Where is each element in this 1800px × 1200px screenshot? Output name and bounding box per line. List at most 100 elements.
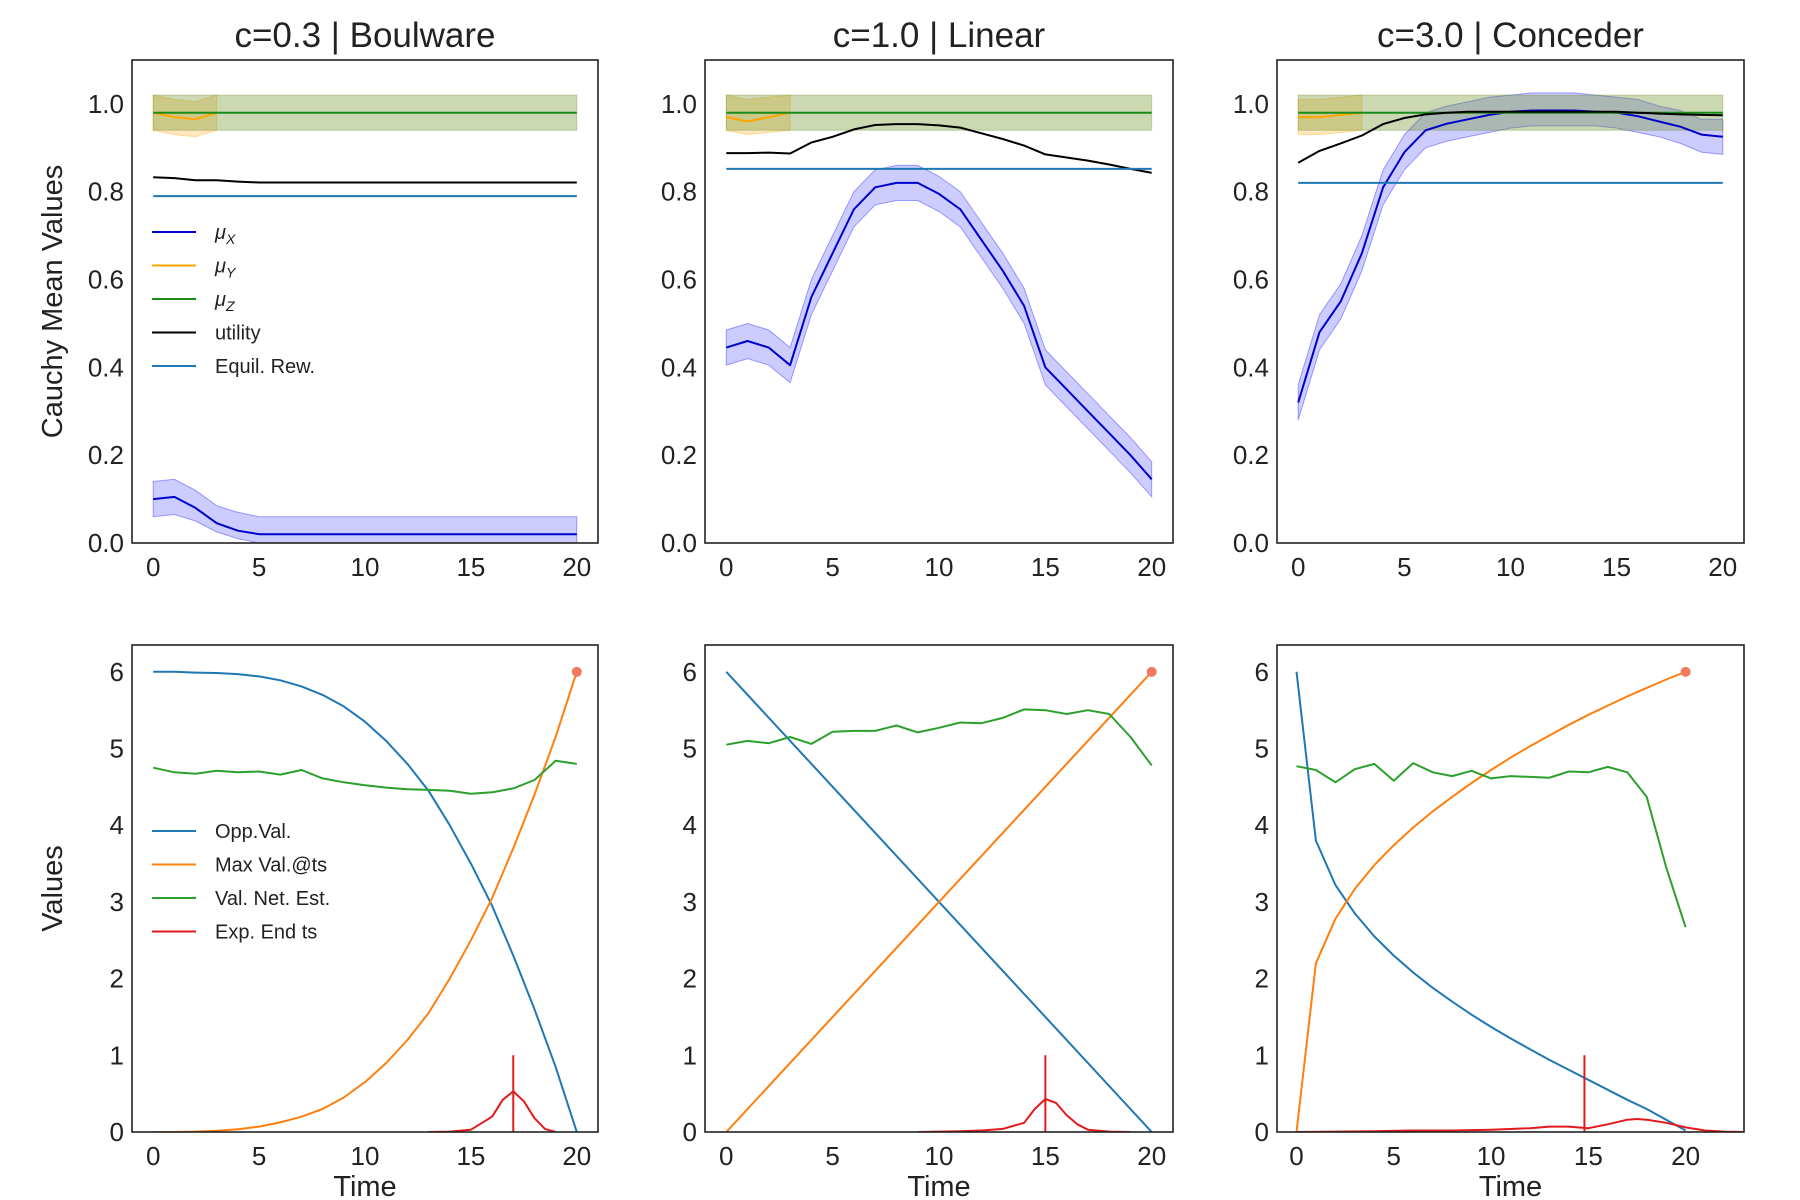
- x-tick-label: 5: [252, 552, 266, 582]
- legend-label: Opp.Val.: [215, 821, 291, 843]
- legend-item: Max Val.@ts: [152, 855, 327, 877]
- y-tick-label: 0.4: [661, 352, 697, 382]
- series-line-exp-end-ts: [1296, 1118, 1744, 1132]
- y-tick-label: 1: [110, 1040, 124, 1070]
- x-tick-label: 20: [562, 1141, 591, 1171]
- axes-frame: [704, 644, 1174, 1133]
- x-tick-label: 20: [1708, 552, 1737, 582]
- y-tick-label: 0.2: [661, 440, 697, 470]
- x-tick-label: 10: [1496, 552, 1525, 582]
- x-tick-label: 0: [1289, 1141, 1303, 1171]
- y-tick-label: 0.2: [1233, 440, 1269, 470]
- x-tick-label: 5: [825, 552, 839, 582]
- series-line--x: [726, 181, 1153, 480]
- x-tick-label: 5: [825, 1141, 839, 1171]
- y-tick-label: 0.4: [1233, 352, 1269, 382]
- series-line-utility: [153, 176, 577, 184]
- end-point-marker: [1680, 666, 1691, 677]
- y-tick-label: 0.8: [1233, 177, 1269, 207]
- x-tick-label: 10: [351, 1141, 380, 1171]
- y-tick-label: 5: [683, 734, 697, 764]
- y-tick-label: 3: [1255, 887, 1269, 917]
- band-μy-band: [725, 94, 791, 136]
- y-tick-label: 0.6: [88, 265, 124, 295]
- x-tick-label: 10: [925, 1141, 954, 1171]
- y-tick-label: 6: [1255, 657, 1269, 687]
- legend: μX μY μZ utility Equil. Rew.: [152, 222, 315, 378]
- series-line--y: [1298, 111, 1363, 119]
- y-tick-label: 3: [110, 887, 124, 917]
- legend-label-subscript: X: [225, 231, 236, 247]
- legend-item: μZ: [152, 289, 235, 314]
- axes-frame: [131, 644, 599, 1133]
- chart-panel-5: 0 5 10 15 20 0 1 2 3 4 5 6 Time: [683, 644, 1174, 1200]
- legend-item: utility: [152, 323, 261, 345]
- legend-label: utility: [215, 323, 261, 345]
- x-tick-label: 15: [1031, 552, 1060, 582]
- x-axis-label: Time: [907, 1171, 970, 1200]
- series-line-opp-val-: [153, 670, 578, 1132]
- x-tick-label: 20: [1137, 1141, 1166, 1171]
- chart-title: c=3.0 | Conceder: [1377, 16, 1644, 55]
- y-tick-label: 2: [683, 964, 697, 994]
- y-tick-label: 1: [683, 1040, 697, 1070]
- x-tick-label: 0: [1291, 552, 1305, 582]
- end-point-marker: [1146, 666, 1157, 677]
- legend-label-subscript: Y: [226, 265, 237, 281]
- axes-frame: [1276, 644, 1745, 1133]
- series-line-max-val-ts: [725, 671, 1153, 1132]
- y-tick-label: 1.0: [88, 89, 124, 119]
- legend-item: Val. Net. Est.: [152, 888, 330, 910]
- end-point-marker: [571, 666, 582, 677]
- legend-item: μX: [152, 222, 236, 247]
- y-tick-label: 0: [683, 1117, 697, 1147]
- series-line-max-val-ts: [1295, 670, 1686, 1132]
- plot-area: [152, 670, 578, 1132]
- y-tick-label: 0: [1255, 1117, 1269, 1147]
- plot-area: [1297, 92, 1724, 421]
- y-tick-label: 5: [1255, 734, 1269, 764]
- chart-panel-6: 0 5 10 15 20 0 1 2 3 4 5 6 Time: [1255, 644, 1745, 1200]
- x-tick-label: 15: [456, 552, 485, 582]
- y-tick-label: 4: [110, 810, 124, 840]
- x-tick-label: 10: [351, 552, 380, 582]
- x-tick-label: 5: [252, 1141, 266, 1171]
- x-tick-label: 5: [1387, 1141, 1401, 1171]
- axes-frame: [704, 59, 1174, 544]
- x-tick-label: 15: [1574, 1141, 1603, 1171]
- x-tick-label: 10: [1477, 1141, 1506, 1171]
- x-tick-label: 15: [1602, 552, 1631, 582]
- series-line-exp-end-ts: [917, 1098, 1131, 1132]
- x-axis-label: Time: [1479, 1171, 1542, 1200]
- band-μy-band: [1297, 94, 1363, 136]
- y-tick-label: 3: [683, 887, 697, 917]
- series-line-opp-val-: [1295, 671, 1687, 1132]
- series-line-utility: [1297, 110, 1723, 164]
- legend-label-subscript: Z: [225, 298, 235, 314]
- y-tick-label: 0.6: [1233, 265, 1269, 295]
- band-μx-band: [1297, 92, 1724, 421]
- y-tick-label: 2: [1255, 964, 1269, 994]
- band-μx-band: [152, 478, 578, 543]
- y-axis-label: Cauchy Mean Values: [37, 165, 69, 439]
- x-tick-label: 0: [719, 1141, 733, 1171]
- y-tick-label: 4: [1255, 810, 1269, 840]
- chart-panel-3: 0 5 10 15 20 0.0 0.2 0.4 0.6 0.8 1.0 c=3.0 | Conced…: [1233, 16, 1745, 582]
- x-tick-label: 10: [925, 552, 954, 582]
- series-line-max-val-ts: [153, 671, 578, 1132]
- y-tick-label: 1: [1255, 1040, 1269, 1070]
- y-tick-label: 1.0: [661, 89, 697, 119]
- axes-frame: [131, 59, 599, 544]
- x-tick-label: 15: [456, 1141, 485, 1171]
- x-tick-label: 0: [719, 552, 733, 582]
- plot-area: [1295, 670, 1744, 1132]
- series-line-val-net-est-: [152, 759, 577, 795]
- legend-item: Opp.Val.: [152, 821, 291, 843]
- chart-panel-4: 0 5 10 15 20 0 1 2 3 4 5 6 Time Values Opp.Val. Max Val…: [37, 644, 599, 1200]
- y-tick-label: 2: [110, 964, 124, 994]
- y-tick-label: 6: [110, 657, 124, 687]
- band-μx-band: [725, 164, 1153, 499]
- y-tick-label: 0.8: [88, 177, 124, 207]
- legend-item: Equil. Rew.: [152, 356, 315, 378]
